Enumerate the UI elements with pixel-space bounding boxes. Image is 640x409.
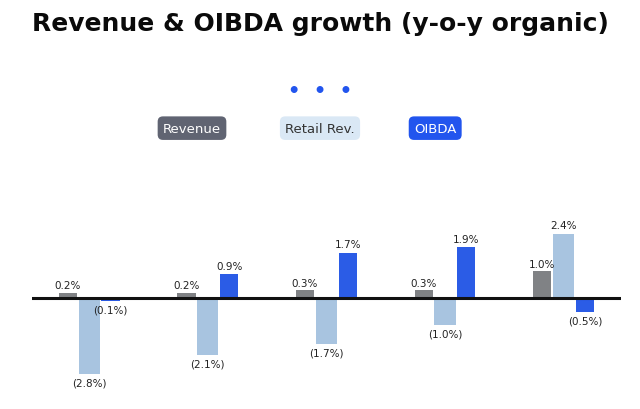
Text: (0.5%): (0.5%) bbox=[568, 315, 602, 325]
Text: 0.9%: 0.9% bbox=[216, 261, 243, 271]
Bar bbox=[458, 247, 476, 299]
Text: (2.1%): (2.1%) bbox=[191, 358, 225, 368]
Text: 0.2%: 0.2% bbox=[173, 281, 200, 290]
Bar bbox=[339, 253, 357, 299]
Bar bbox=[102, 299, 120, 301]
Text: •  •  •: • • • bbox=[288, 82, 352, 101]
Bar bbox=[79, 299, 100, 374]
Bar bbox=[220, 274, 238, 299]
Text: (1.0%): (1.0%) bbox=[428, 329, 462, 339]
Bar bbox=[415, 290, 433, 299]
Bar bbox=[177, 293, 195, 299]
Bar bbox=[553, 234, 574, 299]
Text: (2.8%): (2.8%) bbox=[72, 377, 106, 387]
Text: 0.2%: 0.2% bbox=[54, 281, 81, 290]
Text: 1.7%: 1.7% bbox=[335, 240, 361, 249]
Text: Revenue & OIBDA growth (y-o-y organic): Revenue & OIBDA growth (y-o-y organic) bbox=[31, 12, 609, 36]
Text: 0.3%: 0.3% bbox=[292, 278, 318, 288]
Bar bbox=[59, 293, 77, 299]
Bar bbox=[533, 272, 551, 299]
Bar bbox=[576, 299, 594, 312]
Text: Retail Rev.: Retail Rev. bbox=[285, 122, 355, 135]
Text: 0.3%: 0.3% bbox=[410, 278, 437, 288]
Text: Revenue: Revenue bbox=[163, 122, 221, 135]
Text: (0.1%): (0.1%) bbox=[93, 305, 128, 315]
Text: 2.4%: 2.4% bbox=[550, 221, 577, 231]
Text: 1.0%: 1.0% bbox=[529, 259, 556, 269]
Bar bbox=[435, 299, 456, 326]
Bar bbox=[316, 299, 337, 344]
Text: OIBDA: OIBDA bbox=[414, 122, 456, 135]
Bar bbox=[197, 299, 218, 355]
Text: 1.9%: 1.9% bbox=[453, 234, 479, 244]
Text: (1.7%): (1.7%) bbox=[309, 348, 344, 357]
Bar bbox=[296, 290, 314, 299]
